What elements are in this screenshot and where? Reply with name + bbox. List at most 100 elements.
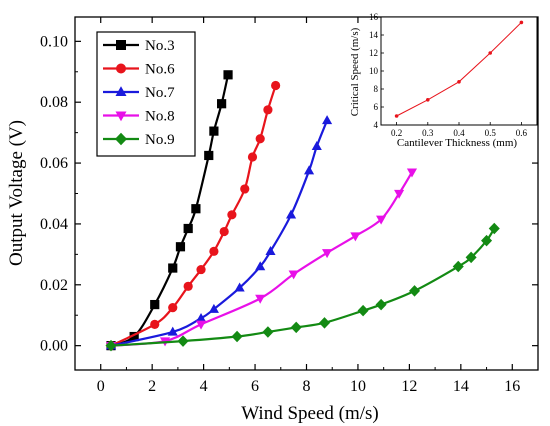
inset-y-tick-label: 4 (374, 120, 379, 130)
main-x-axis-title: Wind Speed (m/s) (241, 403, 379, 424)
x-tick-label: 2 (148, 378, 156, 395)
inset-data-point (394, 114, 399, 118)
data-point-no-7 (167, 326, 178, 336)
series-line-no-9 (110, 227, 496, 347)
y-tick-label: 0.10 (40, 33, 68, 50)
data-point-no-9 (318, 317, 331, 329)
x-tick-label: 0 (97, 378, 105, 395)
x-tick-label: 8 (303, 378, 311, 395)
data-point-no-8 (322, 249, 333, 259)
main-axis-ticks: 0 2 4 6 8 10 12 14 16 0.00 0.02 0.04 0.06 0.08 0.10 (40, 17, 538, 395)
legend-box (96, 31, 196, 157)
legend-label-no-8: No.8 (145, 109, 175, 125)
data-point-no-6 (196, 264, 206, 275)
data-point-no-6 (209, 246, 219, 256)
inset-x-tick-label: 0.5 (485, 128, 497, 138)
data-point-no-9 (375, 298, 387, 311)
data-point-no-6 (240, 184, 250, 194)
inset-data-point (457, 80, 461, 84)
data-point-no-3 (150, 299, 160, 310)
data-point-no-8 (195, 320, 207, 330)
data-point-no-9 (177, 335, 189, 347)
data-point-no-9 (452, 260, 464, 273)
inset-y-tick-label: 8 (374, 84, 379, 94)
data-point-no-9 (409, 285, 421, 297)
data-point-no-9 (290, 321, 302, 334)
data-point-no-9 (488, 222, 500, 235)
data-point-no-7 (234, 282, 245, 292)
legend-label-no-6: No.6 (145, 62, 175, 78)
data-point-no-3 (217, 99, 227, 109)
data-point-no-6 (255, 134, 265, 144)
x-tick-label: 6 (251, 378, 259, 395)
data-point-no-6 (168, 303, 178, 313)
inset-data-point (488, 51, 493, 55)
inset-axis-ticks: 0.2 0.3 0.4 0.5 0.6 4 6 8 10 12 14 16 (369, 12, 528, 138)
series-no-9 (105, 222, 500, 352)
x-tick-label: 12 (401, 378, 417, 395)
inset-data-point (519, 20, 524, 25)
data-point-no-3 (223, 70, 233, 80)
inset-x-tick-label: 0.2 (391, 128, 402, 138)
series-no-6 (106, 80, 281, 351)
inset-chart: 0.2 0.3 0.4 0.5 0.6 4 6 8 10 12 14 16 Cantilever Th… (349, 12, 538, 149)
legend: No.3 No.6 No.7 No.8 No.9 (96, 31, 196, 157)
inset-y-tick-label: 10 (369, 66, 379, 76)
data-point-no-7 (322, 115, 333, 125)
y-tick-label: 0.06 (40, 155, 68, 172)
data-point-no-7 (208, 303, 219, 313)
legend-marker-no-9 (115, 132, 127, 146)
data-point-no-8 (255, 294, 266, 304)
data-point-no-6 (150, 319, 160, 329)
data-point-no-6 (263, 105, 273, 115)
data-point-no-6 (227, 210, 237, 220)
data-point-no-7 (195, 312, 207, 322)
legend-marker-no-7 (115, 86, 127, 96)
legend-label-no-7: No.7 (145, 85, 175, 101)
data-point-no-9 (262, 326, 274, 338)
data-point-no-6 (247, 152, 258, 162)
main-y-axis-title: Output Voltage (V) (6, 120, 27, 266)
x-tick-label: 16 (504, 378, 520, 395)
data-point-no-6 (183, 281, 193, 291)
data-point-no-8 (376, 215, 387, 225)
data-point-no-3 (204, 150, 214, 161)
data-point-no-7 (311, 141, 322, 151)
legend-label-no-3: No.3 (145, 38, 175, 54)
legend-marker-no-8 (115, 111, 127, 122)
data-point-no-9 (481, 234, 493, 247)
legend-label-no-9: No.9 (145, 132, 175, 148)
y-tick-label: 0.00 (40, 338, 68, 355)
data-point-no-8 (350, 232, 361, 242)
data-point-no-9 (105, 339, 117, 352)
data-point-no-8 (288, 270, 299, 280)
inset-data-point (426, 98, 430, 102)
inset-y-tick-label: 14 (369, 30, 379, 40)
inset-x-tick-label: 0.6 (516, 128, 528, 138)
data-point-no-3 (129, 331, 139, 342)
main-series-group (105, 70, 500, 352)
data-point-no-3 (168, 263, 178, 273)
data-point-no-9 (231, 330, 243, 343)
inset-y-axis-title: Critical Speed (m/s) (349, 27, 361, 116)
inset-plot-frame (380, 16, 538, 126)
data-point-no-3 (183, 223, 193, 234)
legend-marker-no-3 (116, 40, 126, 50)
data-point-no-3 (191, 204, 201, 214)
data-point-no-8 (406, 168, 418, 178)
data-point-no-7 (304, 165, 315, 175)
inset-x-axis-title: Cantilever Thickness (mm) (397, 137, 517, 149)
y-tick-label: 0.08 (40, 94, 68, 111)
inset-x-tick-label: 0.4 (453, 128, 465, 138)
inset-y-tick-label: 12 (369, 48, 378, 58)
data-point-no-9 (357, 304, 369, 317)
data-point-no-6 (219, 226, 229, 237)
data-point-no-6 (271, 80, 281, 91)
inset-x-tick-label: 0.3 (422, 128, 434, 138)
data-point-no-8 (394, 189, 405, 199)
series-line-no-8 (110, 171, 413, 347)
inset-y-tick-label: 6 (374, 102, 379, 112)
data-point-no-9 (465, 251, 477, 264)
inset-series (394, 20, 524, 118)
